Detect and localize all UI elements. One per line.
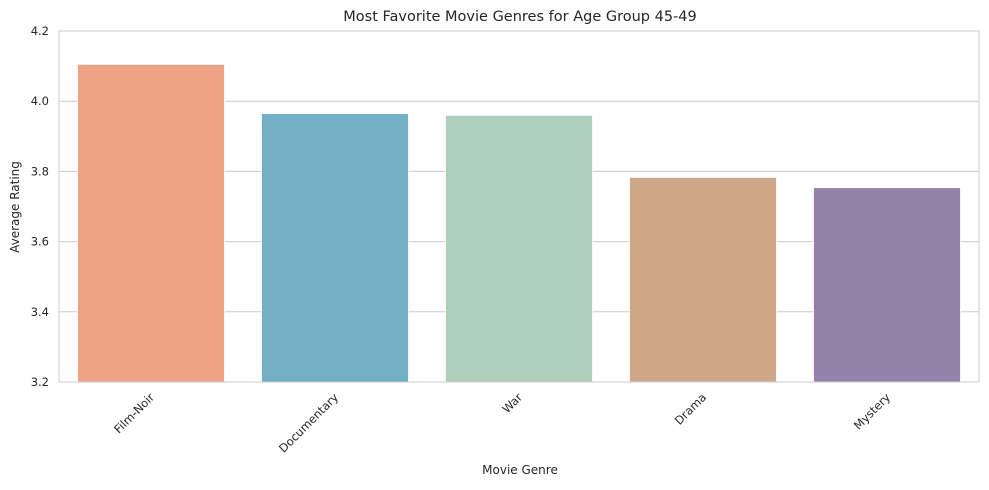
bar-film-noir [76,63,226,383]
y-axis-ticks: 3.2 3.4 3.6 3.8 4.0 4.2 [31,24,49,389]
bar-war [444,114,594,383]
y-tick-label: 3.8 [31,164,49,178]
y-axis-label: Average Rating [8,161,22,253]
x-axis-ticks: Film-Noir Documentary War Drama Mystery [111,390,893,455]
chart-title: Most Favorite Movie Genres for Age Group… [343,9,696,25]
y-tick-label: 4.2 [31,24,49,38]
x-tick-label: Film-Noir [111,390,157,436]
y-tick-label: 3.2 [31,375,49,389]
bar-mystery [812,187,962,383]
x-axis-label: Movie Genre [482,463,558,477]
x-tick-label: Drama [672,390,709,427]
plot-frame [58,30,980,383]
y-tick-label: 3.6 [31,235,49,249]
x-tick-label: Mystery [851,390,893,432]
x-tick-label: War [499,390,525,416]
y-tick-label: 3.4 [31,305,49,319]
x-tick-label: Documentary [276,390,341,455]
bars [76,63,962,383]
y-tick-label: 4.0 [31,94,49,108]
bar-documentary [260,112,410,383]
bar-drama [628,176,778,383]
